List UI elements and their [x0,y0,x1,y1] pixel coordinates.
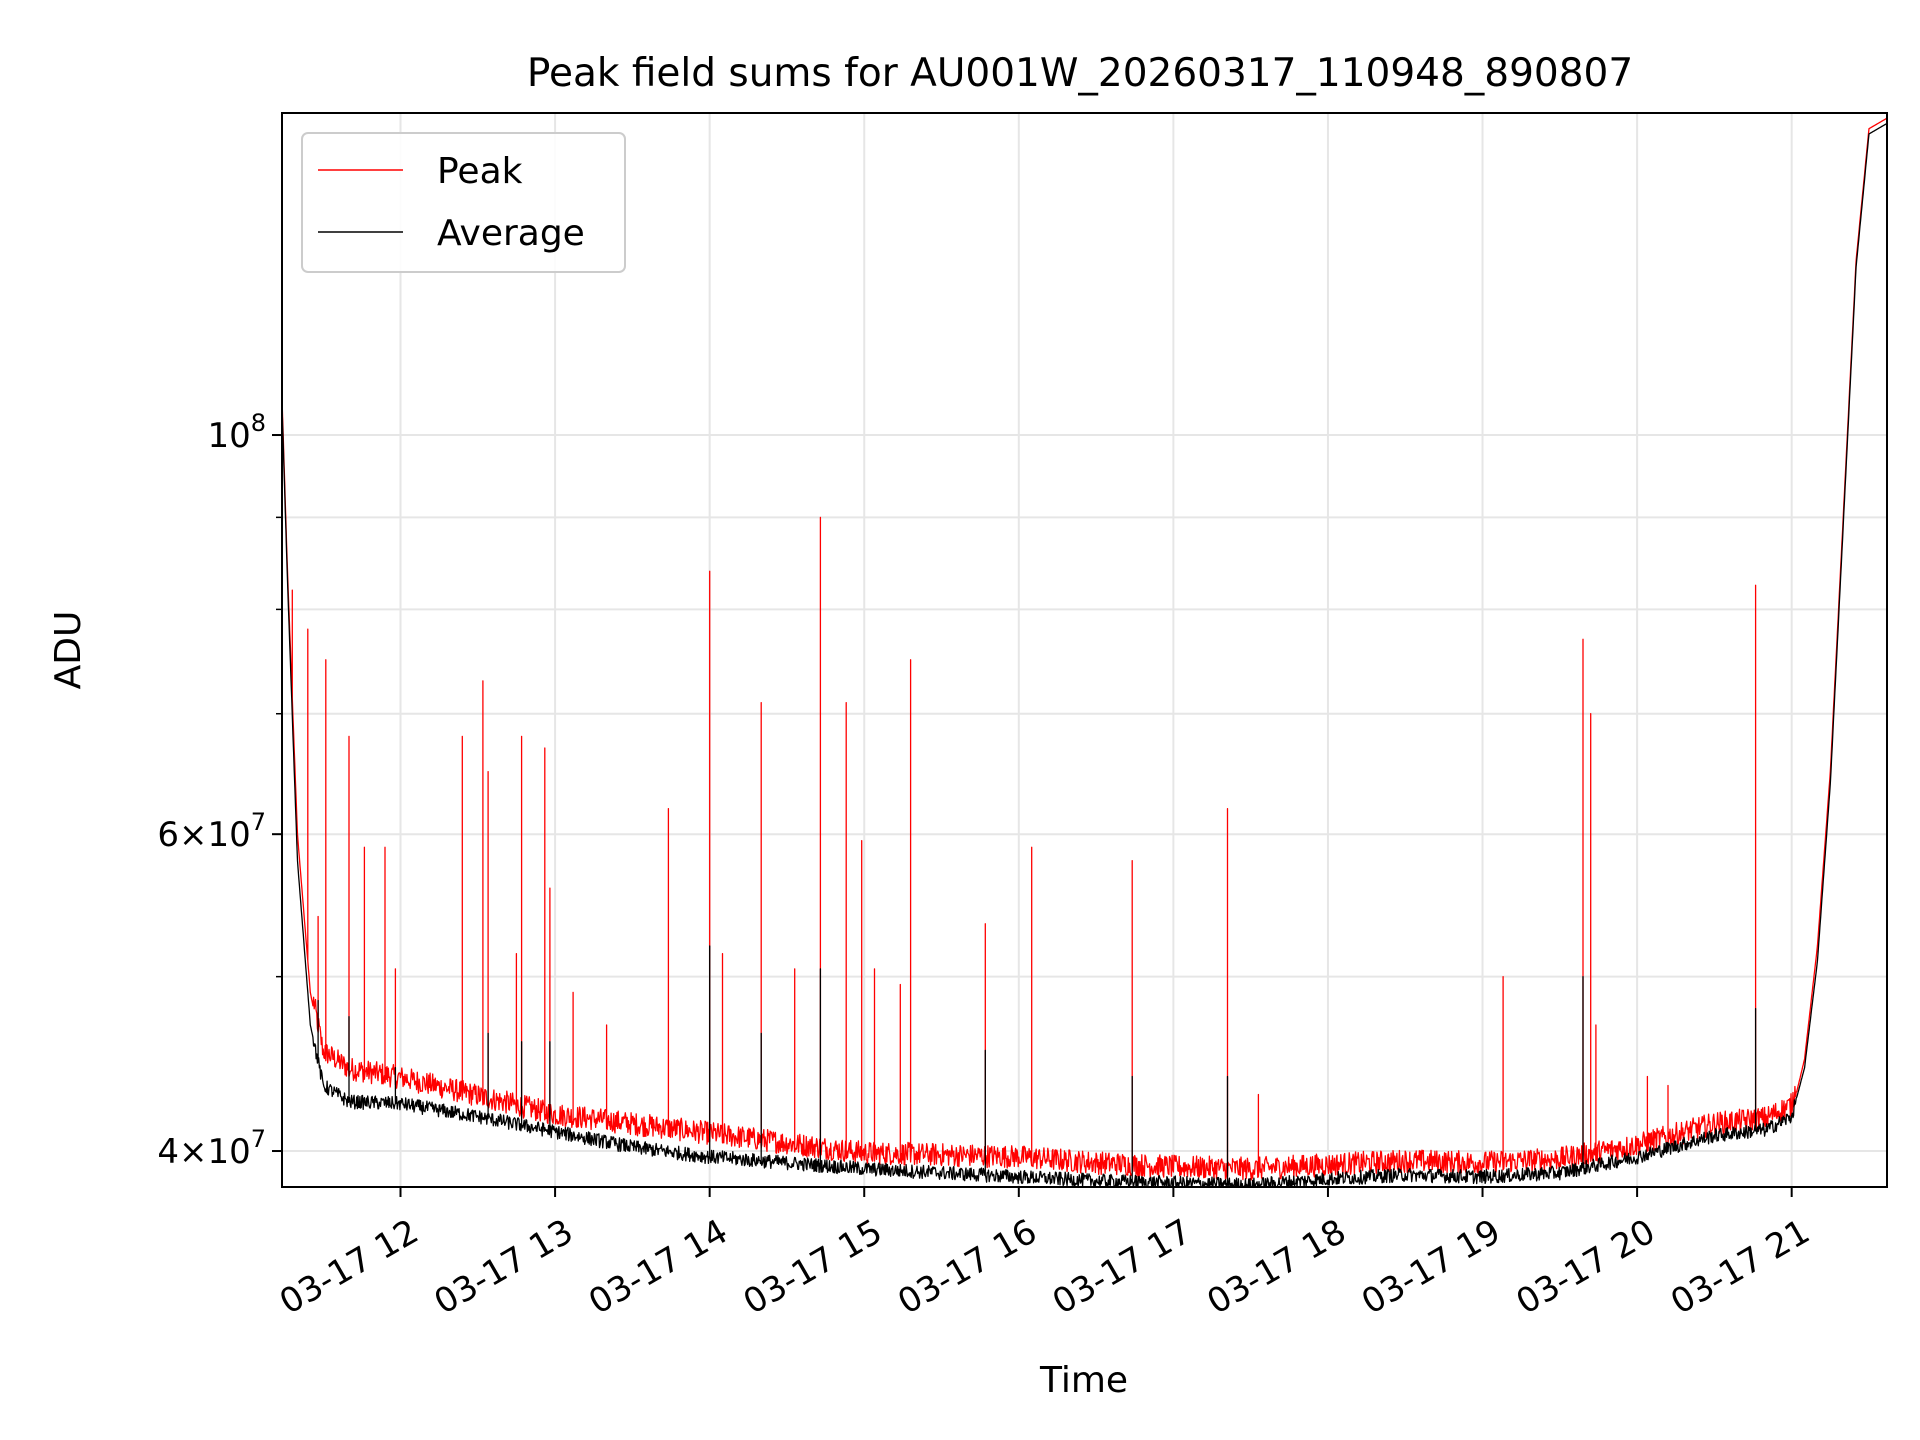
plot-frame [281,112,1888,1188]
grid [282,113,1887,1187]
y-tick-label-base: 10 [207,416,250,456]
y-tick-label-exponent: 8 [251,409,266,437]
y-tick-label: 6×107 [157,808,266,855]
legend-label-average: Average [437,213,585,254]
series-layer [282,117,1887,1187]
chart-title: Peak field sums for AU001W_20260317_1109… [527,51,1633,96]
y-axis-label: ADU [48,611,89,690]
legend-label-peak: Peak [437,151,523,192]
series-line-peak [282,117,1887,1181]
x-axis-label: Time [1039,1360,1128,1401]
legend-box [301,132,626,273]
y-tick-label: 108 [207,409,266,456]
y-tick-label-exponent: 7 [251,808,266,836]
y-tick-label-base: 6×10 [157,815,250,855]
y-tick-label-base: 4×10 [157,1132,250,1172]
series-line-average [282,122,1887,1187]
y-tick-label-exponent: 7 [251,1125,266,1153]
legend: Peak Average [301,132,626,273]
y-tick-label: 4×107 [157,1125,266,1172]
